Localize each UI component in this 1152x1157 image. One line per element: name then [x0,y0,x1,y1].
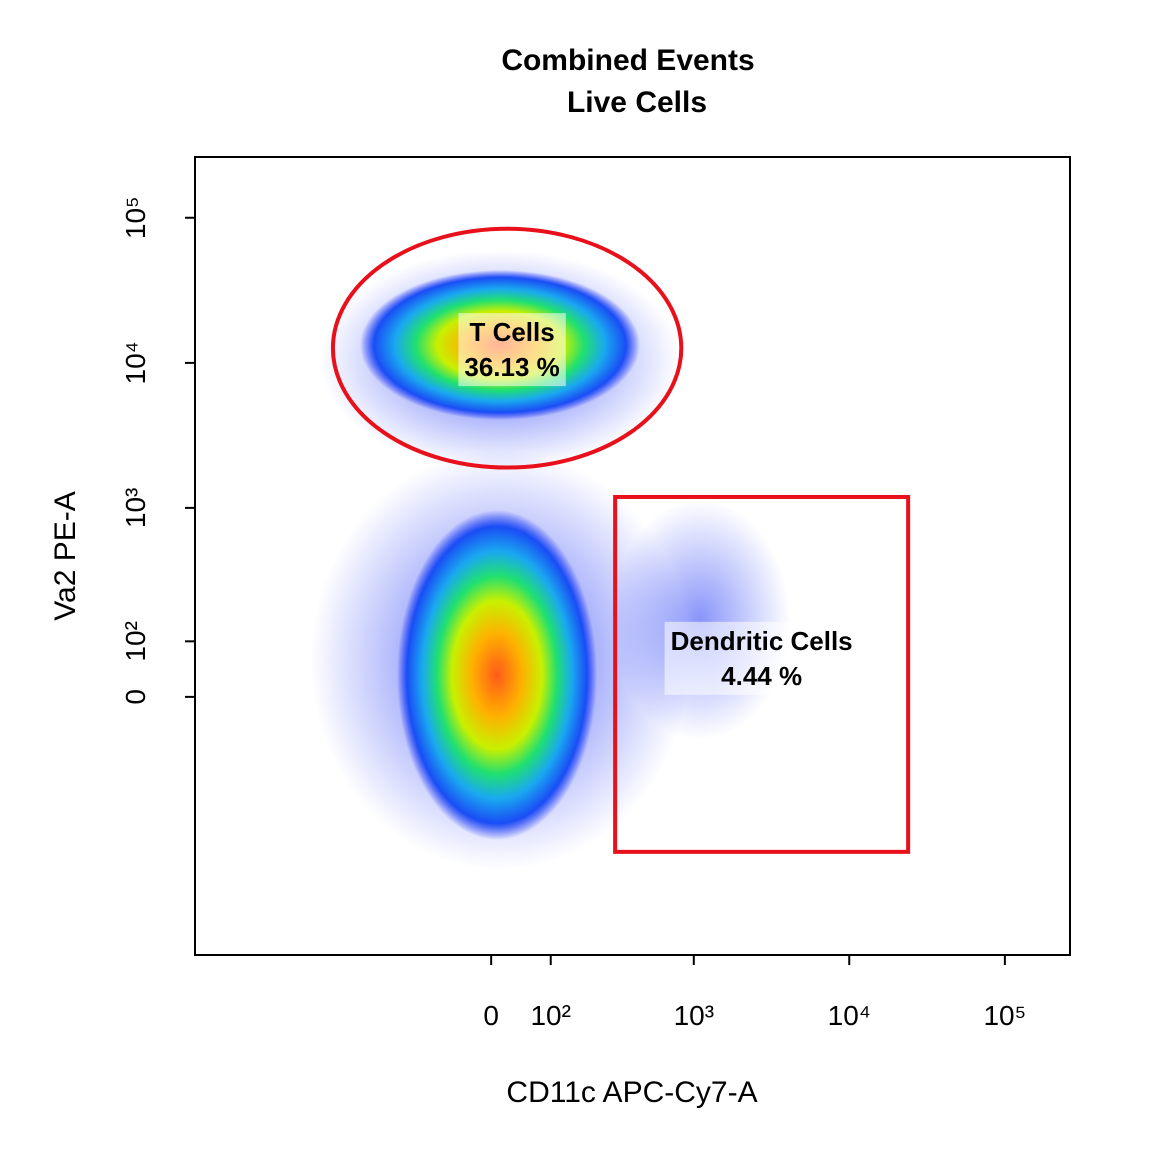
x-tick-label: 0 [483,1000,499,1031]
x-tick-label: 10² [530,1000,570,1031]
gate-name: Dendritic Cells [671,626,853,656]
chart-subtitle: Live Cells [567,86,707,119]
x-tick-label: 10⁴ [828,1000,871,1031]
gate [613,494,911,854]
gate [330,226,684,470]
gate-label-box [458,313,566,387]
y-tick-label: 10² [120,621,151,661]
y-axis-label: Va2 PE-A [49,491,82,621]
plot-frame [194,156,1071,956]
y-tick-label: 0 [120,689,151,705]
y-tick-label: 10⁴ [120,341,151,384]
gate-name: T Cells [469,317,554,347]
x-axis-label: CD11c APC-Cy7-A [506,1076,757,1109]
density-cloud [310,250,790,870]
gate-percent: 4.44 % [721,661,802,691]
x-tick-label: 10³ [674,1000,714,1031]
chart-title: Combined Events [501,44,754,77]
gate-percent: 36.13 % [464,352,559,382]
y-tick-label: 10⁵ [120,196,151,239]
y-tick-label: 10³ [120,488,151,528]
x-tick-label: 10⁵ [983,1000,1026,1031]
gate-label-box [664,621,859,695]
